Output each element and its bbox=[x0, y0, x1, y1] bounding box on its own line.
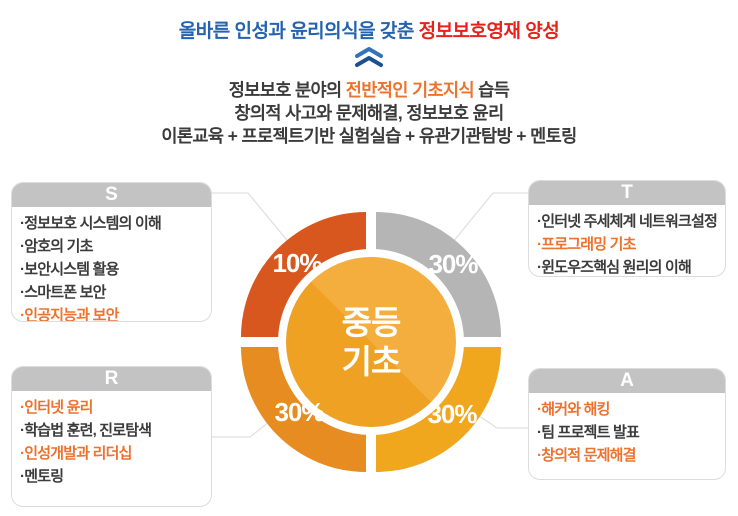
item-label: 멘토링 bbox=[24, 468, 64, 485]
course-item: ·정보보호 시스템의 이해 bbox=[20, 212, 203, 235]
item-bullet: · bbox=[20, 261, 25, 278]
chevron-up-icon bbox=[0, 47, 738, 69]
item-label: 인공지능과 보안 bbox=[24, 307, 119, 322]
box-r-item-list: ·인터넷 윤리 ·학습법 훈련, 진로탐색 ·인성개발과 리더십 ·멘토링 bbox=[12, 396, 211, 488]
item-bullet: · bbox=[537, 259, 542, 276]
course-item: ·스마트폰 보안 bbox=[20, 281, 203, 304]
percent-label-top-right: 30% bbox=[428, 249, 478, 279]
item-label: 암호의 기초 bbox=[24, 238, 93, 255]
item-label: 해커와 해킹 bbox=[541, 401, 610, 418]
box-s-header: S bbox=[12, 183, 211, 207]
box-t-item-list: ·인터넷 주세체계 네트워크설정 ·프로그래밍 기초 ·윈도우즈핵심 원리의 이… bbox=[529, 210, 725, 276]
item-label: 프로그래밍 기초 bbox=[541, 236, 636, 253]
course-item: ·인공지능과 보안 bbox=[20, 304, 203, 322]
course-item: ·팀 프로젝트 발표 bbox=[537, 421, 717, 444]
program-description: 정보보호 분야의 전반적인 기초지식 습득 창의적 사고와 문제해결, 정보보호… bbox=[0, 79, 738, 148]
course-item: ·인성개발과 리더십 bbox=[20, 442, 203, 465]
page-title: 올바른 인성과 윤리의식을 갖춘 정보보호영재 양성 bbox=[0, 16, 738, 43]
percent-label-bottom-left: 30% bbox=[274, 397, 324, 427]
subtitle1-post: 습득 bbox=[474, 80, 510, 100]
donut-chart: 중등 기초 10% 30% 30% 30% bbox=[241, 212, 501, 472]
box-r-header: R bbox=[12, 367, 211, 391]
item-bullet: · bbox=[20, 445, 25, 462]
item-label: 윈도우즈핵심 원리의 이해 bbox=[541, 259, 692, 276]
donut-center-label: 중등 기초 bbox=[286, 257, 456, 427]
course-item: ·멘토링 bbox=[20, 465, 203, 488]
item-label: 인성개발과 리더십 bbox=[24, 445, 132, 462]
box-t-header: T bbox=[529, 181, 725, 205]
course-item: ·프로그래밍 기초 bbox=[537, 233, 717, 256]
subtitle1-highlight: 전반적인 기초지식 bbox=[345, 80, 475, 100]
title-goal-text: 올바른 인성과 윤리의식을 갖춘 bbox=[178, 21, 419, 42]
item-bullet: · bbox=[20, 422, 25, 439]
item-bullet: · bbox=[20, 468, 25, 485]
percent-label-bottom-right: 30% bbox=[427, 399, 477, 429]
curriculum-box-t: T ·인터넷 주세체계 네트워크설정 ·프로그래밍 기초 ·윈도우즈핵심 원리의… bbox=[528, 180, 726, 277]
course-item: ·윈도우즈핵심 원리의 이해 bbox=[537, 256, 717, 276]
center-label-line1: 중등 bbox=[341, 304, 402, 341]
item-bullet: · bbox=[20, 215, 25, 232]
curriculum-box-r: R ·인터넷 윤리 ·학습법 훈련, 진로탐색 ·인성개발과 리더십 ·멘토링 bbox=[11, 366, 212, 507]
item-label: 학습법 훈련, 진로탐색 bbox=[24, 422, 152, 439]
course-item: ·인터넷 주세체계 네트워크설정 bbox=[537, 210, 718, 233]
course-item: ·해커와 해킹 bbox=[537, 398, 717, 421]
subtitle1-pre: 정보보호 분야의 bbox=[228, 80, 346, 100]
course-item: ·보안시스템 활용 bbox=[20, 258, 203, 281]
course-item: ·암호의 기초 bbox=[20, 235, 203, 258]
item-bullet: · bbox=[20, 238, 25, 255]
item-bullet: · bbox=[537, 424, 542, 441]
item-label: 보안시스템 활용 bbox=[24, 261, 119, 278]
item-bullet: · bbox=[20, 307, 25, 322]
item-label: 인터넷 윤리 bbox=[24, 399, 93, 416]
item-label: 인터넷 주세체계 네트워크설정 bbox=[541, 213, 718, 230]
course-item: ·창의적 문제해결 bbox=[537, 444, 717, 467]
percent-label-top-left: 10% bbox=[272, 248, 322, 278]
subtitle-line-3: 이론교육 + 프로젝트기반 실험실습 + 유관기관탐방 + 멘토링 bbox=[161, 126, 577, 146]
curriculum-box-s: S ·정보보호 시스템의 이해 ·암호의 기초 ·보안시스템 활용 ·스마트폰 … bbox=[11, 182, 212, 322]
item-label: 팀 프로젝트 발표 bbox=[541, 424, 640, 441]
box-a-header: A bbox=[529, 369, 725, 393]
item-bullet: · bbox=[537, 447, 542, 464]
subtitle-line-2: 창의적 사고와 문제해결, 정보보호 윤리 bbox=[234, 103, 504, 123]
title-emphasis-text: 정보보호영재 양성 bbox=[418, 21, 560, 42]
course-item: ·학습법 훈련, 진로탐색 bbox=[20, 419, 203, 442]
item-label: 정보보호 시스템의 이해 bbox=[24, 215, 162, 232]
item-label: 창의적 문제해결 bbox=[541, 447, 636, 464]
curriculum-box-a: A ·해커와 해킹 ·팀 프로젝트 발표 ·창의적 문제해결 bbox=[528, 368, 726, 480]
item-bullet: · bbox=[20, 284, 25, 301]
course-item: ·인터넷 윤리 bbox=[20, 396, 203, 419]
item-bullet: · bbox=[20, 399, 25, 416]
subtitle-line-1: 정보보호 분야의 전반적인 기초지식 습득 bbox=[0, 79, 738, 102]
item-bullet: · bbox=[537, 401, 542, 418]
box-s-item-list: ·정보보호 시스템의 이해 ·암호의 기초 ·보안시스템 활용 ·스마트폰 보안… bbox=[12, 212, 211, 322]
center-label-line2: 기초 bbox=[341, 343, 402, 380]
box-a-item-list: ·해커와 해킹 ·팀 프로젝트 발표 ·창의적 문제해결 bbox=[529, 398, 725, 467]
item-label: 스마트폰 보안 bbox=[24, 284, 106, 301]
item-bullet: · bbox=[537, 213, 542, 230]
item-bullet: · bbox=[537, 236, 542, 253]
